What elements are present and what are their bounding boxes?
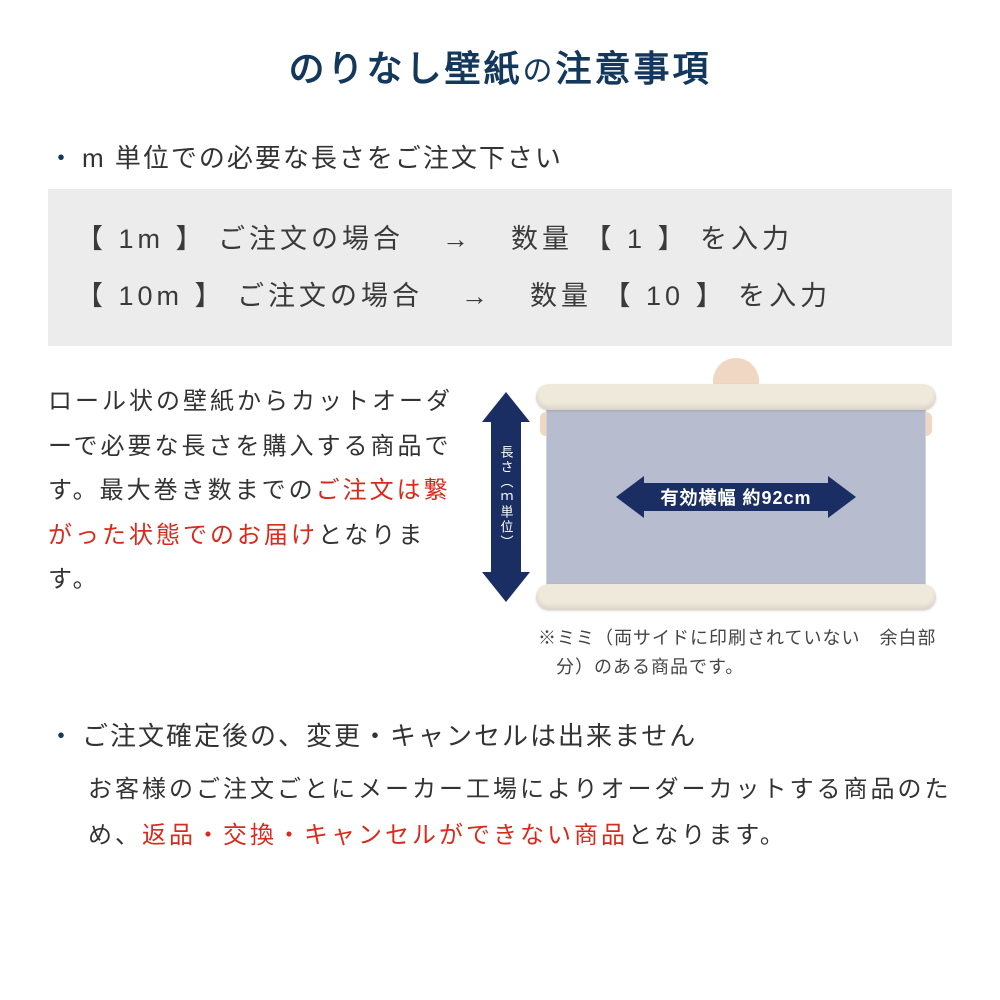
roll-sheet: 有効横幅 約92cm — [546, 404, 926, 590]
wallpaper-roll-illustration: 有効横幅 約92cm — [536, 384, 936, 610]
vertical-arrow-label: 長さ（ｍ単位） — [497, 445, 516, 550]
section1-heading: ・ m 単位での必要な長さをご注文下さい — [48, 138, 952, 175]
example-right: 数量 【 1 】 を入力 — [511, 211, 793, 268]
page-title: のりなし壁紙の注意事項 — [48, 40, 952, 92]
roll-figure: 長さ（ｍ単位） 有効横幅 約92cm ※ミミ — [482, 380, 952, 682]
title-particle: の — [523, 55, 556, 88]
section2-heading-text: ご注文確定後の、変更・キャンセルは出来ません — [82, 716, 697, 753]
example-row: 【 10m 】 ご注文の場合 → 数量 【 10 】 を入力 — [76, 268, 924, 325]
sec2-red: 返品・交換・キャンセルができない商品 — [142, 822, 628, 849]
roll-edge-icon — [536, 384, 936, 410]
example-left: 【 10m 】 ご注文の場合 — [76, 268, 423, 325]
order-example-box: 【 1m 】 ご注文の場合 → 数量 【 1 】 を入力 【 10m 】 ご注文… — [48, 189, 952, 346]
horizontal-arrow-label: 有効横幅 約92cm — [660, 484, 811, 510]
bullet-icon: ・ — [48, 716, 76, 753]
roll-edge-icon — [536, 584, 936, 610]
example-left: 【 1m 】 ご注文の場合 — [76, 211, 404, 268]
width-arrow-icon: 有効横幅 約92cm — [616, 476, 855, 518]
section2-heading: ・ ご注文確定後の、変更・キャンセルは出来ません — [48, 716, 952, 753]
description-row: ロール状の壁紙からカットオーダーで必要な長さを購入する商品です。最大巻き数までの… — [48, 380, 952, 682]
length-arrow-icon: 長さ（ｍ単位） — [482, 392, 530, 602]
title-main: のりなし壁紙 — [288, 48, 522, 89]
arrow-icon: → — [461, 268, 492, 325]
description-text: ロール状の壁紙からカットオーダーで必要な長さを購入する商品です。最大巻き数までの… — [48, 380, 464, 602]
example-right: 数量 【 10 】 を入力 — [530, 268, 831, 325]
title-tail: 注意事項 — [556, 48, 712, 89]
bullet-icon: ・ — [48, 138, 76, 175]
section1-heading-text: m 単位での必要な長さをご注文下さい — [82, 138, 563, 175]
sec2-post: となります。 — [628, 822, 787, 849]
mimi-footnote: ※ミミ（両サイドに印刷されていない 余白部分）のある商品です。 — [500, 624, 952, 682]
example-row: 【 1m 】 ご注文の場合 → 数量 【 1 】 を入力 — [76, 211, 924, 268]
arrow-icon: → — [442, 211, 473, 268]
section2-body: お客様のご注文ごとにメーカー工場によりオーダーカットする商品のため、返品・交換・… — [48, 767, 952, 858]
